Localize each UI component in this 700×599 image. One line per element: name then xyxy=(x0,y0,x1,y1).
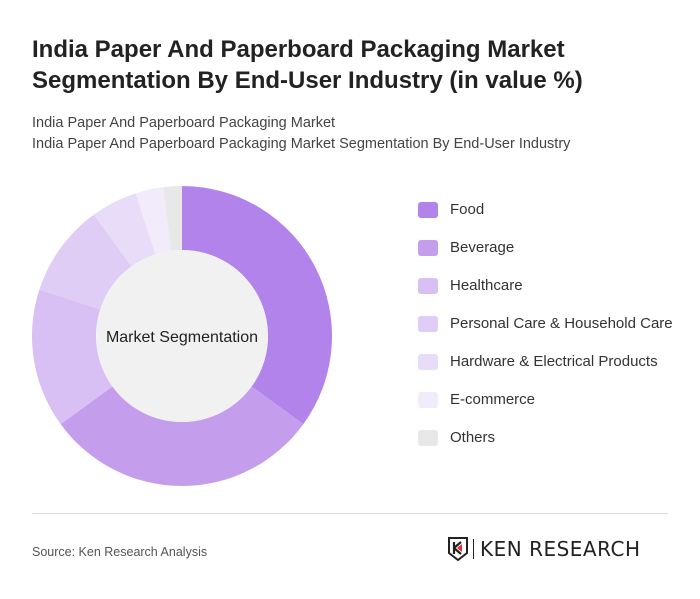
divider xyxy=(32,513,668,514)
legend-label: Hardware & Electrical Products xyxy=(450,353,658,370)
legend-swatch xyxy=(418,430,438,446)
legend-item: Personal Care & Household Care xyxy=(418,312,688,335)
legend-item: Hardware & Electrical Products xyxy=(418,350,688,373)
legend-label: Healthcare xyxy=(450,277,523,294)
donut-slice-e-commerce xyxy=(135,187,172,255)
donut-slice-beverage xyxy=(60,386,304,486)
donut-slice-others xyxy=(163,186,182,251)
donut-slice-personal-care-household-care xyxy=(39,214,132,310)
chart-title: India Paper And Paperboard Packaging Mar… xyxy=(32,36,583,94)
ken-research-logo: KEN RESEARCH xyxy=(448,537,641,561)
donut-slice-hardware-electrical-products xyxy=(93,193,156,267)
legend-label: Others xyxy=(450,429,496,446)
legend-item: Others xyxy=(418,426,688,449)
legend-swatch xyxy=(418,278,438,294)
donut-slice-food xyxy=(182,186,332,425)
legend-item: Healthcare xyxy=(418,274,688,297)
legend-label: Beverage xyxy=(450,239,515,256)
logo-text: KEN RESEARCH xyxy=(480,537,641,561)
logo-separator xyxy=(473,539,474,559)
donut-hole xyxy=(96,250,268,422)
legend-swatch xyxy=(418,316,438,332)
center-label: Market Segmentation xyxy=(106,329,258,346)
legend-item: Food xyxy=(418,198,688,221)
source-note: Source: Ken Research Analysis xyxy=(32,545,208,559)
legend-label: Food xyxy=(450,201,485,218)
legend-swatch xyxy=(418,354,438,370)
legend: Food Beverage Healthcare Personal Care & Ho… xyxy=(418,198,688,464)
legend-label: E-commerce xyxy=(450,391,536,408)
legend-swatch xyxy=(418,392,438,408)
chart-subtitle-2: India Paper And Paperboard Packaging Mar… xyxy=(32,136,571,152)
donut-slice-healthcare xyxy=(32,289,113,425)
legend-item: Beverage xyxy=(418,236,688,259)
legend-label: Personal Care & Household Care xyxy=(450,315,673,332)
chart-header: India Paper And Paperboard Packaging Mar… xyxy=(32,34,672,155)
chart-subtitle: India Paper And Paperboard Packaging Mar… xyxy=(32,115,336,131)
donut-chart: Market Segmentation xyxy=(32,186,332,486)
legend-swatch xyxy=(418,240,438,256)
legend-swatch xyxy=(418,202,438,218)
legend-item: E-commerce xyxy=(418,388,688,411)
logo-mark-icon xyxy=(448,537,468,561)
